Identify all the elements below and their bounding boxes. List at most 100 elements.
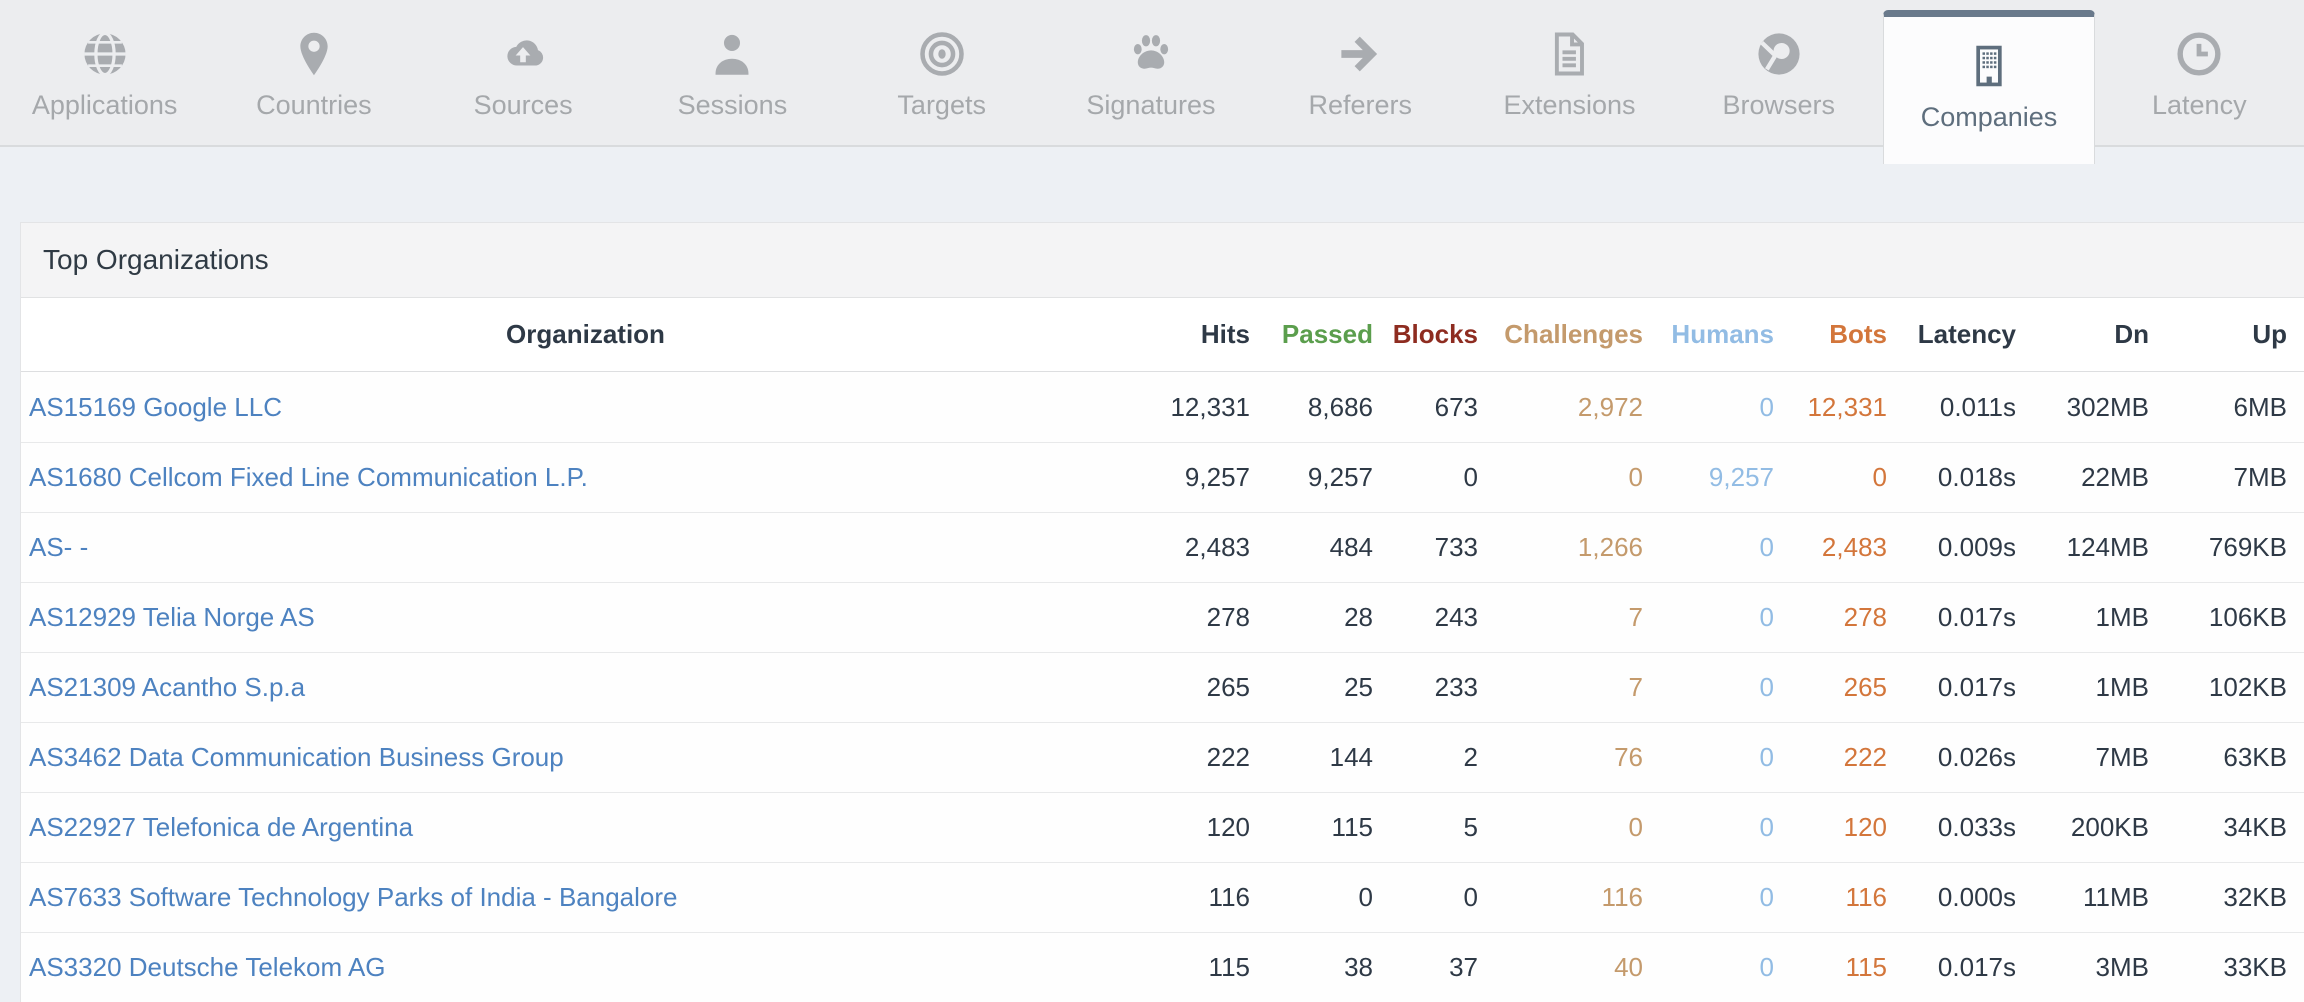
tab-label: Latency xyxy=(2152,90,2247,120)
cell-latency: 0.017s xyxy=(1937,602,2016,632)
organization-link[interactable]: AS3320 Deutsche Telekom AG xyxy=(29,952,386,982)
table-row: AS1680 Cellcom Fixed Line Communication … xyxy=(21,442,2304,512)
clock-icon xyxy=(2173,28,2225,80)
organization-link[interactable]: AS3462 Data Communication Business Group xyxy=(29,742,564,772)
tab-extensions[interactable]: Extensions xyxy=(1465,0,1674,147)
cell-bots: 0 xyxy=(1872,462,1887,492)
tab-bar: Applications Countries Sources Sessions Targ… xyxy=(0,0,2304,164)
cell-passed: 9,257 xyxy=(1307,462,1373,492)
cell-dn: 1MB xyxy=(2095,672,2149,702)
cell-passed: 38 xyxy=(1344,952,1373,982)
cell-up: 7MB xyxy=(2233,462,2287,492)
cell-blocks: 2 xyxy=(1463,742,1478,772)
cell-humans: 0 xyxy=(1759,952,1774,982)
cell-hits: 265 xyxy=(1206,672,1250,702)
organization-link[interactable]: AS22927 Telefonica de Argentina xyxy=(29,812,414,842)
building-icon xyxy=(1963,40,2015,92)
tab-targets[interactable]: Targets xyxy=(837,0,1046,147)
cell-challenges: 1,266 xyxy=(1577,532,1643,562)
cloud-upload-icon xyxy=(497,28,549,80)
cell-blocks: 37 xyxy=(1449,952,1478,982)
cell-hits: 278 xyxy=(1206,602,1250,632)
table-header-row: Organization Hits Passed Blocks Challenges Hu… xyxy=(21,298,2304,372)
cell-hits: 2,483 xyxy=(1184,532,1250,562)
cell-blocks: 233 xyxy=(1434,672,1478,702)
cell-passed: 144 xyxy=(1329,742,1373,772)
cell-blocks: 0 xyxy=(1463,462,1478,492)
cell-bots: 116 xyxy=(1845,882,1887,912)
tab-signatures[interactable]: Signatures xyxy=(1046,0,1255,147)
organization-link[interactable]: AS7633 Software Technology Parks of Indi… xyxy=(29,882,678,912)
cell-dn: 22MB xyxy=(2081,462,2149,492)
cell-bots: 120 xyxy=(1843,812,1887,842)
cell-bots: 265 xyxy=(1843,672,1887,702)
table-row: AS22927 Telefonica de Argentina 120 115 5 0 0… xyxy=(21,792,2304,862)
cell-hits: 115 xyxy=(1208,952,1250,982)
tab-label: Extensions xyxy=(1503,90,1636,120)
cell-humans: 0 xyxy=(1759,882,1774,912)
cell-humans: 0 xyxy=(1759,391,1774,422)
tab-referers[interactable]: Referers xyxy=(1256,0,1465,147)
tab-applications[interactable]: Applications xyxy=(0,0,209,147)
cell-dn: 3MB xyxy=(2095,952,2149,982)
cell-challenges: 116 xyxy=(1601,882,1643,912)
column-header-passed[interactable]: Passed xyxy=(1281,319,1373,349)
organization-link[interactable]: AS12929 Telia Norge AS xyxy=(29,602,315,632)
tab-countries[interactable]: Countries xyxy=(209,0,418,147)
table-row: AS3462 Data Communication Business Group… xyxy=(21,722,2304,792)
globe-icon xyxy=(79,28,131,80)
person-icon xyxy=(706,28,758,80)
organization-link[interactable]: AS- - xyxy=(29,532,89,562)
cell-up: 769KB xyxy=(2208,532,2287,562)
document-icon xyxy=(1543,28,1595,80)
column-header-latency[interactable]: Latency xyxy=(1917,319,2016,349)
cell-blocks: 5 xyxy=(1463,812,1478,842)
column-header-org[interactable]: Organization xyxy=(506,319,665,349)
cell-dn: 11MB xyxy=(2083,882,2149,912)
column-header-bots[interactable]: Bots xyxy=(1829,319,1887,349)
table-row: AS15169 Google LLC 12,331 8,686 673 2,972 0 12… xyxy=(21,372,2304,442)
cell-humans: 9,257 xyxy=(1708,462,1774,492)
cell-up: 34KB xyxy=(2223,812,2287,842)
cell-challenges: 0 xyxy=(1628,812,1643,842)
table-row: AS12929 Telia Norge AS 278 28 243 7 0 278 0.017… xyxy=(21,582,2304,652)
cell-hits: 120 xyxy=(1206,812,1250,842)
cell-latency: 0.017s xyxy=(1937,672,2016,702)
organization-link[interactable]: AS21309 Acantho S.p.a xyxy=(29,672,306,702)
cell-humans: 0 xyxy=(1759,532,1774,562)
cell-bots: 278 xyxy=(1843,602,1887,632)
tab-latency[interactable]: Latency xyxy=(2095,0,2304,147)
tab-sessions[interactable]: Sessions xyxy=(628,0,837,147)
column-header-hits[interactable]: Hits xyxy=(1200,319,1250,349)
cell-latency: 0.000s xyxy=(1937,882,2016,912)
tab-label: Sources xyxy=(473,90,573,120)
column-header-dn[interactable]: Dn xyxy=(2114,319,2149,349)
cell-challenges: 76 xyxy=(1614,742,1643,772)
organization-link[interactable]: AS15169 Google LLC xyxy=(29,391,282,422)
tab-companies[interactable]: Companies xyxy=(1883,10,2095,164)
tab-browsers[interactable]: Browsers xyxy=(1674,0,1883,147)
cell-up: 102KB xyxy=(2208,672,2287,702)
cell-dn: 124MB xyxy=(2066,532,2149,562)
tab-label: Countries xyxy=(256,90,372,120)
cell-latency: 0.018s xyxy=(1937,462,2016,492)
cell-bots: 2,483 xyxy=(1821,532,1887,562)
organization-link[interactable]: AS1680 Cellcom Fixed Line Communication … xyxy=(29,462,588,492)
column-header-blocks[interactable]: Blocks xyxy=(1392,319,1478,349)
column-header-humans[interactable]: Humans xyxy=(1671,319,1774,349)
panel-title: Top Organizations xyxy=(21,223,2304,298)
cell-up: 106KB xyxy=(2208,602,2287,632)
column-header-up[interactable]: Up xyxy=(2252,319,2287,349)
column-header-challenges[interactable]: Challenges xyxy=(1504,319,1643,349)
paw-icon xyxy=(1125,28,1177,80)
cell-passed: 28 xyxy=(1344,602,1373,632)
cell-challenges: 7 xyxy=(1628,602,1643,632)
table-body: AS15169 Google LLC 12,331 8,686 673 2,972 0 12… xyxy=(21,372,2304,1002)
cell-blocks: 0 xyxy=(1463,882,1478,912)
tab-sources[interactable]: Sources xyxy=(419,0,628,147)
table-row: AS21309 Acantho S.p.a 265 25 233 7 0 265 0.017s… xyxy=(21,652,2304,722)
cell-bots: 115 xyxy=(1845,952,1887,982)
cell-up: 63KB xyxy=(2223,742,2287,772)
top-organizations-panel: Top Organizations Organization Hits Passed… xyxy=(20,222,2304,1002)
cell-bots: 222 xyxy=(1843,742,1887,772)
